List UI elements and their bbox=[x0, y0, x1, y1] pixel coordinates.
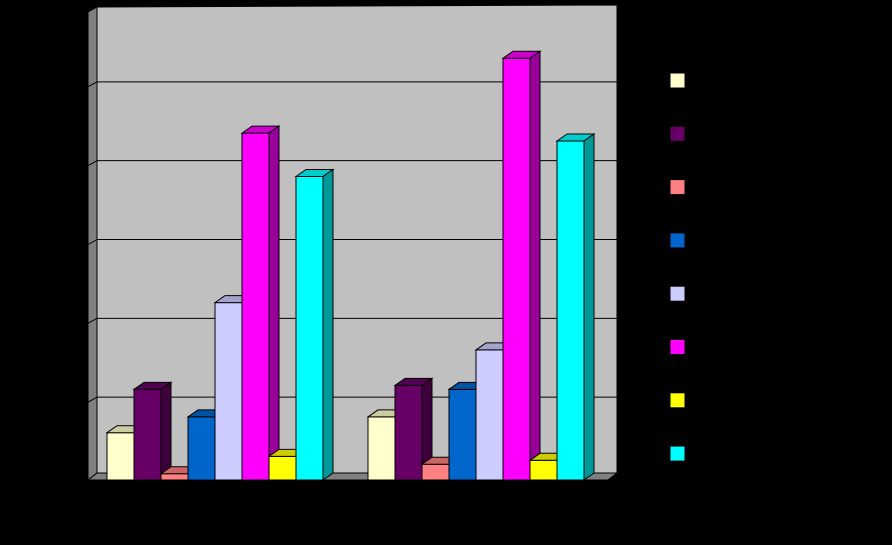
legend-swatch bbox=[669, 445, 686, 462]
bar bbox=[294, 168, 335, 481]
bar-front bbox=[268, 455, 297, 481]
bar-side bbox=[268, 125, 280, 481]
legend bbox=[669, 72, 686, 462]
bar-front bbox=[133, 388, 162, 481]
bar-front bbox=[394, 384, 423, 481]
bar-front bbox=[106, 432, 135, 481]
bar bbox=[393, 377, 434, 481]
bar-front bbox=[160, 473, 189, 481]
gridline-side bbox=[87, 160, 98, 167]
gridline-side bbox=[87, 239, 98, 245]
legend-swatch bbox=[669, 232, 686, 249]
gridline-side bbox=[87, 317, 98, 324]
legend-swatch bbox=[669, 392, 686, 409]
bar-front bbox=[556, 140, 585, 481]
bar-front bbox=[529, 459, 558, 481]
bar bbox=[132, 381, 173, 481]
bar-front bbox=[214, 302, 243, 481]
legend-swatch bbox=[669, 179, 686, 196]
legend-swatch bbox=[669, 285, 686, 302]
bar-front bbox=[448, 388, 477, 481]
bar-front bbox=[502, 57, 531, 481]
bar-front bbox=[295, 175, 324, 481]
bar-front bbox=[421, 463, 450, 481]
bar-side bbox=[160, 381, 172, 481]
legend-swatch bbox=[669, 125, 686, 142]
bar-side bbox=[322, 168, 334, 481]
gridline-side bbox=[87, 2, 98, 9]
bar bbox=[555, 133, 596, 481]
bar-front bbox=[475, 349, 504, 481]
bar-front bbox=[367, 416, 396, 481]
bar-front bbox=[187, 416, 216, 481]
gridline-side bbox=[87, 81, 98, 88]
bars bbox=[105, 50, 596, 481]
bar-side bbox=[529, 50, 541, 481]
bar bbox=[240, 125, 281, 481]
legend-swatch bbox=[669, 72, 686, 89]
bar-side bbox=[583, 133, 595, 481]
bar bbox=[501, 50, 542, 481]
legend-swatch bbox=[669, 339, 686, 355]
gridline-side bbox=[87, 396, 98, 403]
bar-front bbox=[241, 132, 270, 481]
